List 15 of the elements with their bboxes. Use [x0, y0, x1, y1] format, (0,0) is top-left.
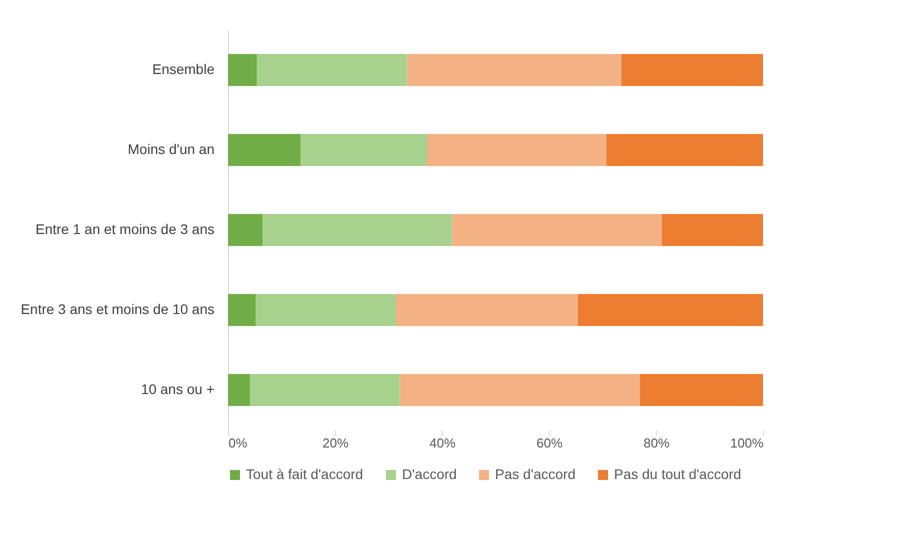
x-tick-label: 60% [536, 436, 563, 450]
y-tick-label: Entre 3 ans et moins de 10 ans [20, 301, 214, 317]
legend-label: Pas d'accord [495, 466, 576, 482]
x-tick-label: 40% [429, 436, 456, 450]
x-tick-label: 0% [228, 436, 248, 450]
x-tick-label: 80% [643, 436, 670, 450]
legend-label: Pas du tout d'accord [614, 466, 742, 482]
legend-label: D'accord [402, 466, 457, 482]
x-tick-label: 20% [322, 436, 349, 450]
y-tick-label: Ensemble [152, 61, 215, 77]
y-tick-label: Entre 1 an et moins de 3 ans [36, 221, 214, 237]
x-tick-label: 100% [730, 436, 764, 450]
y-tick-label: 10 ans ou + [140, 381, 214, 397]
y-tick-label: Moins d'un an [128, 141, 214, 157]
legend-label: Tout à fait d'accord [246, 466, 364, 482]
